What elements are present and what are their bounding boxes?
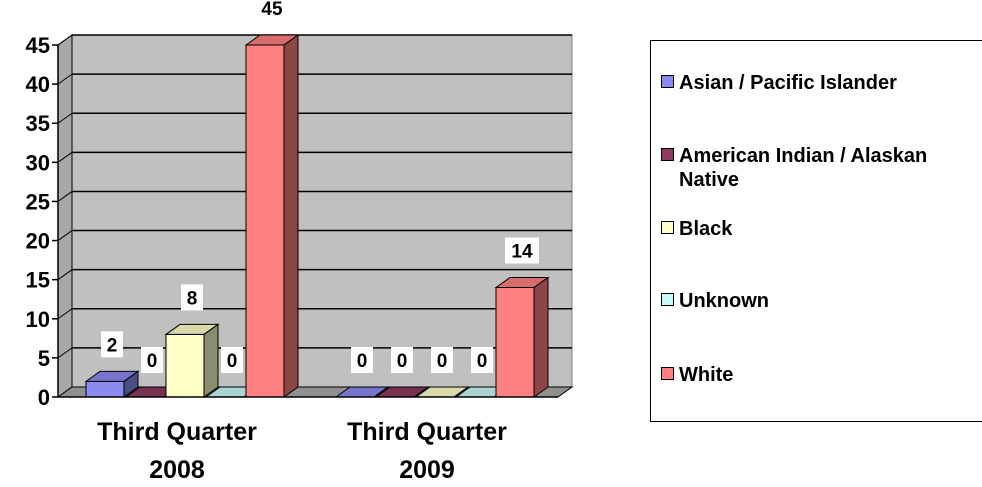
gridline-side <box>57 347 73 359</box>
bar-side <box>533 276 549 398</box>
bar <box>164 323 220 398</box>
data-label-box <box>431 347 453 373</box>
gridline-side <box>57 34 73 46</box>
legend-swatch <box>661 148 674 161</box>
y-tick-label: 5 <box>38 346 50 371</box>
data-label-box <box>221 347 243 373</box>
y-tick-label: 40 <box>26 72 50 97</box>
y-tick-label: 10 <box>26 307 50 332</box>
bar-side <box>283 34 299 398</box>
data-label-box <box>505 237 539 264</box>
legend-label: Unknown <box>679 290 769 312</box>
gridline-side <box>57 230 73 241</box>
data-label-box <box>141 347 163 373</box>
legend-swatch <box>661 367 674 380</box>
data-label: 0 <box>141 347 163 373</box>
legend-item: Black <box>661 217 979 241</box>
chart-legend: Asian / Pacific Islander American Indian … <box>650 40 982 422</box>
y-tick-label: 45 <box>26 33 50 58</box>
data-label-box <box>255 0 289 21</box>
data-label: 0 <box>471 347 493 373</box>
chart-gridlines <box>57 34 572 359</box>
data-label: 14 <box>505 237 539 264</box>
x-category-label: Third Quarter 2008 <box>97 418 257 484</box>
data-labels: 2 0 8 0 45 0 0 0 0 14 <box>101 0 539 373</box>
bar-front <box>495 286 535 398</box>
legend-label: American Indian / Alaskan Native <box>679 145 928 191</box>
gridline-side <box>57 151 73 163</box>
data-label: 45 <box>255 0 289 21</box>
bar <box>494 276 550 398</box>
data-label-box <box>391 347 413 373</box>
y-tick-label: 25 <box>26 189 50 214</box>
chart-axes <box>52 44 558 398</box>
gridline-side <box>57 73 73 85</box>
legend-item: Asian / Pacific Islander <box>661 71 979 95</box>
bar-front <box>245 44 285 398</box>
y-tick-label: 35 <box>26 111 50 136</box>
bar-side <box>413 386 429 398</box>
legend-label: Asian / Pacific Islander <box>679 72 897 94</box>
data-label-box <box>101 331 123 358</box>
bar-front <box>165 333 205 398</box>
data-label-text: 2 <box>107 335 118 356</box>
legend-swatch <box>661 293 674 306</box>
x-category-label: Third Quarter 2009 <box>347 418 507 484</box>
y-tick-label: 20 <box>26 229 50 254</box>
data-label-box <box>471 347 493 373</box>
back-wall <box>71 34 573 388</box>
data-label-text: 0 <box>147 351 158 372</box>
legend-item: Unknown <box>661 289 979 313</box>
chart-bars <box>84 34 550 398</box>
data-label-text: 0 <box>357 351 368 372</box>
gridline-side <box>57 191 73 202</box>
data-label-text: 0 <box>227 351 238 372</box>
data-label-box <box>351 347 373 373</box>
bar-front <box>85 380 125 398</box>
legend-swatch <box>661 75 674 88</box>
gridline-side <box>57 112 73 124</box>
bar-side <box>373 386 389 398</box>
data-label: 2 <box>101 331 123 358</box>
gridline-side <box>57 269 73 281</box>
y-tick-label: 15 <box>26 268 50 293</box>
legend-item: American Indian / Alaskan Native <box>661 144 979 192</box>
chart-wall <box>56 34 574 398</box>
bar <box>84 370 140 398</box>
legend-label: White <box>679 364 734 386</box>
data-label: 0 <box>391 347 413 373</box>
legend-label: Black <box>679 218 733 240</box>
bar-side <box>123 370 139 398</box>
y-tick-label: 30 <box>26 150 50 175</box>
data-label: 8 <box>181 284 203 311</box>
data-label: 0 <box>351 347 373 373</box>
legend-swatch <box>661 221 674 234</box>
x-axis-categories: Third Quarter 2008 Third Quarter 2009 <box>97 418 507 484</box>
bar <box>244 34 300 398</box>
data-label-box <box>181 284 203 311</box>
data-label: 0 <box>431 347 453 373</box>
data-label-text: 0 <box>437 351 448 372</box>
data-label: 0 <box>221 347 243 373</box>
data-label-text: 8 <box>187 288 198 309</box>
side-wall <box>57 34 73 398</box>
y-tick-label: 0 <box>38 385 50 410</box>
y-axis-ticks: 0 5 10 15 20 25 30 35 40 45 <box>26 33 50 410</box>
data-label-text: 45 <box>261 0 283 20</box>
data-label-text: 14 <box>511 241 533 262</box>
bar-side <box>453 386 469 398</box>
bar-side <box>203 323 219 398</box>
gridline-side <box>57 308 73 320</box>
data-label-text: 0 <box>397 351 408 372</box>
legend-item: White <box>661 363 979 387</box>
data-label-text: 0 <box>477 351 488 372</box>
